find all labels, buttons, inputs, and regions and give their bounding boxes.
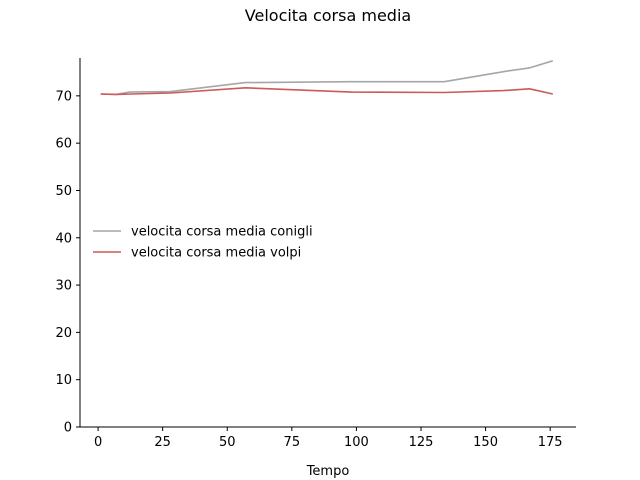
legend: velocita corsa media conigli velocita cor… <box>93 225 313 261</box>
x-axis-label: Tempo <box>306 464 350 479</box>
x-tick-label: 25 <box>154 435 171 450</box>
x-tick-label: 100 <box>344 435 369 450</box>
y-tick-label: 70 <box>55 89 72 104</box>
series-line-2 <box>100 87 553 96</box>
x-tick-label: 50 <box>219 435 236 450</box>
x-ticks: 0 25 50 75 100 125 150 175 <box>94 427 563 450</box>
y-tick-label: 20 <box>55 326 72 341</box>
y-tick-label: 40 <box>55 231 72 246</box>
y-tick-label: 30 <box>55 279 72 294</box>
x-tick-label: 0 <box>94 435 102 450</box>
series-lines <box>100 60 554 96</box>
x-tick-label: 150 <box>473 435 498 450</box>
x-tick-label: 125 <box>409 435 434 450</box>
plot-area: 0 25 50 75 100 125 150 175 0 10 20 30 40 50 60 70 <box>55 58 576 450</box>
x-tick-label: 75 <box>284 435 301 450</box>
legend-label-1: velocita corsa media conigli <box>131 225 313 240</box>
y-tick-label: 0 <box>64 421 72 436</box>
y-tick-label: 60 <box>55 137 72 152</box>
y-tick-label: 10 <box>55 373 72 388</box>
legend-label-2: velocita corsa media volpi <box>131 246 301 261</box>
chart-title: Velocita corsa media <box>245 6 411 25</box>
series-line-1 <box>100 60 554 96</box>
y-ticks: 0 10 20 30 40 50 60 70 <box>55 89 80 436</box>
y-tick-label: 50 <box>55 184 72 199</box>
x-tick-label: 175 <box>538 435 563 450</box>
